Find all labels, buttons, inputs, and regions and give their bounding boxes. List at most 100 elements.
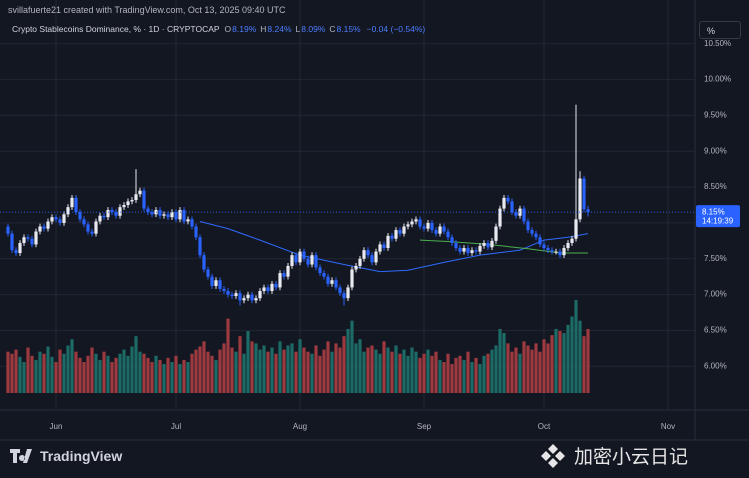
candle-body xyxy=(282,273,286,277)
volume-bar xyxy=(570,316,574,393)
candle-body xyxy=(86,224,90,232)
volume-bar xyxy=(270,347,274,393)
candle-body xyxy=(362,250,366,259)
legend-value: 8.15% xyxy=(336,24,361,34)
candle-body xyxy=(258,291,262,299)
brand-logo xyxy=(10,449,32,463)
volume-bar xyxy=(114,357,118,393)
chart-title: Crypto Stablecoins Dominance, % · 1D · C… xyxy=(12,24,220,34)
candle-body xyxy=(486,242,490,248)
candle-body xyxy=(438,226,442,234)
candle-body xyxy=(70,197,74,208)
candle-body xyxy=(146,208,150,213)
candle-body xyxy=(274,283,278,288)
candle-body xyxy=(118,207,122,216)
x-tick-label: Oct xyxy=(538,422,551,431)
candle-body xyxy=(90,231,94,234)
volume-bar xyxy=(338,347,342,393)
candle-body xyxy=(422,226,426,229)
volume-bar xyxy=(210,355,214,393)
candle-body xyxy=(514,212,518,216)
volume-bar xyxy=(230,347,234,393)
volume-bar xyxy=(362,351,366,393)
volume-bar xyxy=(458,355,462,393)
candle-body xyxy=(294,255,298,263)
volume-bar xyxy=(294,351,298,393)
candle-body xyxy=(526,221,530,231)
candle-body xyxy=(498,208,502,227)
candle-body xyxy=(378,244,382,252)
volume-bar xyxy=(30,355,34,393)
volume-bar xyxy=(406,355,410,393)
candle-body xyxy=(314,255,318,268)
candle-body xyxy=(462,248,466,252)
watermark: 加密小云日记 xyxy=(540,442,688,469)
candle-body xyxy=(150,212,154,215)
candle-body xyxy=(134,194,138,200)
candle-body xyxy=(478,245,482,252)
volume-bar xyxy=(474,357,478,393)
volume-bar xyxy=(350,320,354,393)
volume-bar xyxy=(186,362,190,393)
candle-body xyxy=(126,201,130,205)
candle-body xyxy=(138,190,142,195)
volume-bar xyxy=(174,355,178,393)
candle-body xyxy=(538,237,542,245)
y-tick-label: 7.50% xyxy=(704,254,727,263)
volume-bar xyxy=(522,341,526,393)
volume-bar xyxy=(402,349,406,393)
volume-bar xyxy=(34,359,38,393)
candle-body xyxy=(102,215,106,218)
volume-bar xyxy=(26,347,30,393)
countdown-label: 14:19:39 xyxy=(702,216,734,225)
candle-body xyxy=(42,226,46,229)
volume-bar xyxy=(106,355,110,393)
candle-body xyxy=(226,291,230,295)
candle-body xyxy=(38,226,42,232)
scale-button[interactable]: % xyxy=(699,21,741,39)
volume-bar xyxy=(126,355,130,393)
candle-body xyxy=(34,231,38,245)
watermark-logo xyxy=(541,443,565,468)
candle-body xyxy=(206,269,210,277)
candle-body xyxy=(330,280,334,284)
volume-bar xyxy=(146,357,150,393)
candle-body xyxy=(286,265,290,277)
candle-body xyxy=(166,214,170,218)
candle-body xyxy=(262,287,266,292)
candle-body xyxy=(190,219,194,227)
volume-bar xyxy=(278,341,282,393)
candle-body xyxy=(326,276,330,284)
volume-bar xyxy=(82,362,86,393)
candle-body xyxy=(382,244,386,249)
volume-bar xyxy=(370,345,374,393)
y-tick-label: 6.50% xyxy=(704,326,727,335)
candle-body xyxy=(434,230,438,234)
volume-bar xyxy=(258,349,262,393)
volume-bar xyxy=(90,347,94,393)
volume-bar xyxy=(506,343,510,393)
y-tick-label: 10.50% xyxy=(704,39,731,48)
candle-body xyxy=(366,250,370,256)
candle-body xyxy=(222,288,226,292)
volume-bar xyxy=(226,318,230,393)
volume-bar xyxy=(238,336,242,393)
candle-body xyxy=(430,222,434,231)
candle-body xyxy=(74,197,78,213)
volume-bar xyxy=(526,345,530,393)
candle-body xyxy=(162,214,166,216)
volume-bar xyxy=(342,336,346,393)
volume-bar xyxy=(386,347,390,393)
volume-bar xyxy=(478,364,482,393)
candle-body xyxy=(254,298,258,301)
candle-body xyxy=(566,242,570,249)
candle-body xyxy=(346,287,350,299)
ohlc: O 8.19% H 8.24% L 8.09% C 8.15% xyxy=(225,24,364,34)
candle-body xyxy=(558,251,562,256)
candle-body xyxy=(278,273,282,288)
volume-bar xyxy=(74,351,78,393)
volume-bar xyxy=(58,349,62,393)
last-price-label: 8.15% xyxy=(702,207,725,216)
candle-body xyxy=(26,237,30,239)
candle-body xyxy=(458,248,462,252)
